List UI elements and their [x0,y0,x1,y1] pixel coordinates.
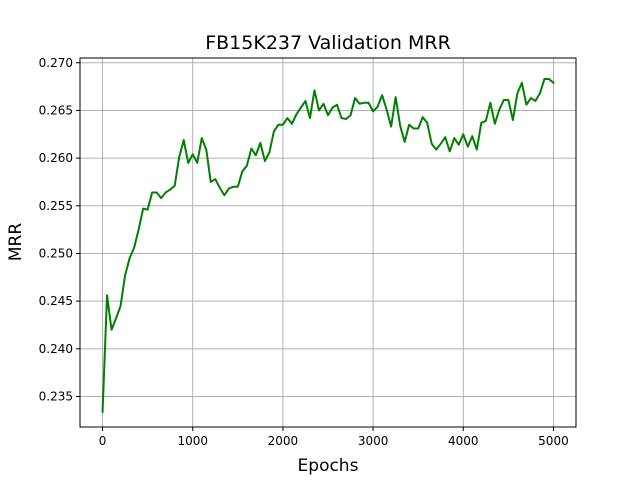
grid [80,58,576,427]
y-axis-label: MRR [6,223,26,261]
x-axis-ticks: 0 1000 2000 3000 4000 5000 [99,427,569,448]
y-tick-label: 0.245 [39,294,73,308]
plot-area [101,77,555,413]
y-tick-label: 0.240 [39,342,73,356]
x-tick-label: 5000 [538,434,569,448]
x-tick-label: 2000 [268,434,299,448]
x-tick-label: 0 [99,434,107,448]
x-axis-label: Epochs [298,456,359,476]
y-tick-label: 0.270 [39,56,73,70]
y-tick-label: 0.265 [39,103,73,117]
axes-frame [79,57,577,428]
y-tick-label: 0.260 [39,151,73,165]
chart-title: FB15K237 Validation MRR [205,32,451,54]
y-axis-ticks: 0.235 0.240 0.245 0.250 0.255 0.260 0.265 0.270 [39,56,80,403]
y-tick-label: 0.250 [39,246,73,260]
series-line [101,77,555,413]
x-tick-label: 3000 [358,434,389,448]
x-tick-label: 4000 [448,434,479,448]
y-tick-label: 0.235 [39,389,73,403]
x-tick-label: 1000 [177,434,208,448]
y-tick-label: 0.255 [39,199,73,213]
